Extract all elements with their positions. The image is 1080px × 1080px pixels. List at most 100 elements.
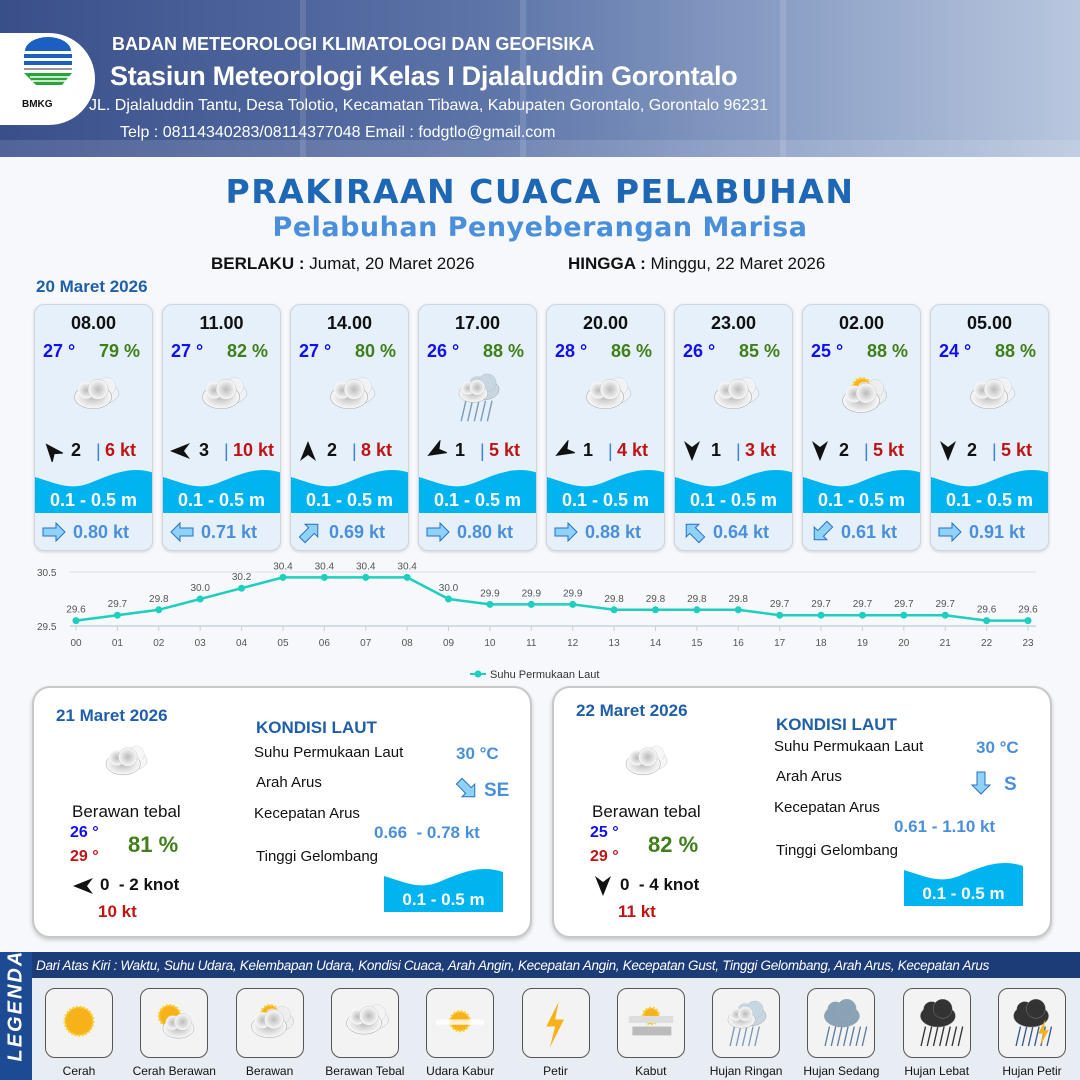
valid-to: HINGGA : Minggu, 22 Maret 2026 bbox=[568, 254, 826, 273]
x-tick-label: 17 bbox=[774, 638, 786, 649]
x-tick-label: 13 bbox=[609, 638, 621, 649]
data-label: 29.7 bbox=[108, 599, 128, 610]
condition: Berawan tebal bbox=[72, 802, 181, 821]
wind-direction-icon bbox=[41, 440, 65, 464]
forecast-card: 14.00 27 ° 80 % 2 | 8 kt 0.1 - 0.5 m 0.6… bbox=[290, 304, 409, 551]
berawan-icon bbox=[827, 369, 897, 425]
forecast-card: 11.00 27 ° 82 % 3 | 10 kt 0.1 - 0.5 m 0.… bbox=[162, 304, 281, 551]
wave-height: 0.1 - 0.5 m bbox=[433, 490, 522, 510]
x-tick-label: 01 bbox=[112, 638, 124, 649]
data-label: 29.7 bbox=[770, 599, 790, 610]
gust-speed: 5 kt bbox=[1001, 440, 1033, 460]
current-direction-label: Arah Arus bbox=[776, 768, 842, 785]
legend-label: Cerah bbox=[62, 1064, 96, 1078]
separator: | bbox=[352, 441, 357, 461]
y-tick-label: 30.5 bbox=[37, 568, 57, 579]
legend-side: LEGENDA bbox=[0, 950, 32, 1080]
data-point bbox=[362, 573, 370, 581]
wave-graphic bbox=[419, 465, 536, 513]
forecast-time: 11.00 bbox=[199, 313, 244, 333]
separator: | bbox=[224, 441, 229, 461]
current-direction-icon bbox=[41, 519, 67, 545]
data-point bbox=[72, 617, 80, 625]
berawan-tebal-icon bbox=[330, 988, 399, 1058]
station-name: Stasiun Meteorologi Kelas I Djalaluddin … bbox=[110, 61, 738, 91]
forecast-card: 02.00 25 ° 88 % 2 | 5 kt 0.1 - 0.5 m 0.6… bbox=[802, 304, 921, 551]
forecast-time: 05.00 bbox=[966, 313, 1013, 333]
data-point bbox=[900, 611, 908, 619]
gust-speed: 5 kt bbox=[873, 440, 905, 460]
data-point bbox=[858, 611, 866, 619]
separator: | bbox=[608, 441, 613, 461]
humidity: 79 % bbox=[98, 341, 140, 361]
forecast-card: 08.00 27 ° 79 % 2 | 6 kt 0.1 - 0.5 m 0.8… bbox=[34, 304, 153, 551]
wind-speed: 2 bbox=[839, 440, 850, 460]
forecast-card: 23.00 26 ° 85 % 1 | 3 kt 0.1 - 0.5 m 0.6… bbox=[674, 304, 793, 551]
valid-from: BERLAKU : Jumat, 20 Maret 2026 bbox=[211, 254, 475, 273]
x-tick-label: 08 bbox=[402, 638, 414, 649]
series-line bbox=[75, 576, 1028, 622]
forecast-time: 02.00 bbox=[838, 313, 885, 333]
sst-value: 30 °C bbox=[976, 738, 1019, 757]
y-tick-label: 29.5 bbox=[37, 622, 57, 633]
humidity: 81 % bbox=[128, 832, 179, 857]
x-tick-label: 18 bbox=[815, 638, 827, 649]
x-tick-label: 22 bbox=[981, 638, 993, 649]
gust-speed: 4 kt bbox=[617, 440, 649, 460]
data-label: 29.7 bbox=[894, 599, 914, 610]
data-point bbox=[776, 611, 784, 619]
data-point bbox=[113, 611, 121, 619]
current-direction-icon bbox=[297, 519, 323, 545]
current-speed: 0.64 kt bbox=[713, 522, 770, 542]
data-point bbox=[238, 584, 246, 592]
data-label: 29.8 bbox=[729, 594, 749, 605]
wind-direction-icon bbox=[553, 439, 577, 462]
berawan-icon bbox=[235, 988, 304, 1058]
berawan-tebal-icon bbox=[955, 369, 1025, 425]
humidity: 82 % bbox=[648, 832, 699, 857]
agency-name: BADAN METEOROLOGI KLIMATOLOGI DAN GEOFIS… bbox=[112, 34, 595, 54]
current-direction: SE bbox=[484, 780, 510, 801]
x-tick-label: 05 bbox=[277, 638, 289, 649]
data-label: 30.4 bbox=[397, 561, 417, 572]
data-label: 29.9 bbox=[522, 588, 542, 599]
current-direction-icon bbox=[681, 519, 707, 545]
air-temp: 27 ° bbox=[43, 341, 76, 361]
x-tick-label: 21 bbox=[940, 638, 952, 649]
sea-condition-title: KONDISI LAUT bbox=[256, 718, 377, 737]
wave-height: 0.1 - 0.5 m bbox=[402, 890, 485, 909]
separator: | bbox=[992, 441, 997, 461]
wave-label: Tinggi Gelombang bbox=[256, 848, 379, 865]
data-point bbox=[527, 600, 535, 608]
current-speed: 0.91 kt bbox=[969, 522, 1026, 542]
gust-speed: 10 kt bbox=[233, 440, 275, 460]
x-tick-label: 07 bbox=[360, 638, 372, 649]
wind-speed: 3 bbox=[199, 440, 210, 460]
wind-range: 0 - 2 knot bbox=[100, 875, 180, 894]
header-banner: BMKG BADAN METEOROLOGI KLIMATOLOGI DAN G… bbox=[0, 0, 1080, 157]
berawan-tebal-icon bbox=[571, 369, 641, 425]
temp-min: 26 ° bbox=[70, 824, 99, 841]
forecast-time: 14.00 bbox=[326, 313, 373, 333]
data-point bbox=[610, 606, 618, 614]
data-label: 30.0 bbox=[439, 583, 459, 594]
current-speed: 0.80 kt bbox=[73, 522, 130, 542]
forecast-time: 17.00 bbox=[454, 313, 501, 333]
legend-description: Dari Atas Kiri : Waktu, Suhu Udara, Kele… bbox=[32, 952, 1080, 978]
data-label: 30.4 bbox=[273, 561, 293, 572]
petir-icon bbox=[521, 988, 590, 1058]
air-temp: 26 ° bbox=[683, 341, 716, 361]
current-direction-icon bbox=[809, 519, 835, 545]
legend-marker bbox=[474, 670, 482, 678]
page-subtitle: Pelabuhan Penyeberangan Marisa bbox=[272, 212, 808, 243]
wind-speed: 2 bbox=[71, 440, 82, 460]
legend-label: Hujan Petir bbox=[1002, 1064, 1062, 1078]
separator: | bbox=[480, 441, 485, 461]
wind-speed: 2 bbox=[967, 440, 978, 460]
legend-label: Hujan Lebat bbox=[904, 1064, 970, 1078]
x-tick-label: 19 bbox=[857, 638, 869, 649]
daily-panel: 21 Maret 2026 Berawan tebal 26 ° 29 ° 81… bbox=[32, 686, 532, 938]
logo-text: BMKG bbox=[22, 99, 53, 110]
legend-label: Petir bbox=[543, 1064, 568, 1078]
air-temp: 26 ° bbox=[427, 341, 460, 361]
